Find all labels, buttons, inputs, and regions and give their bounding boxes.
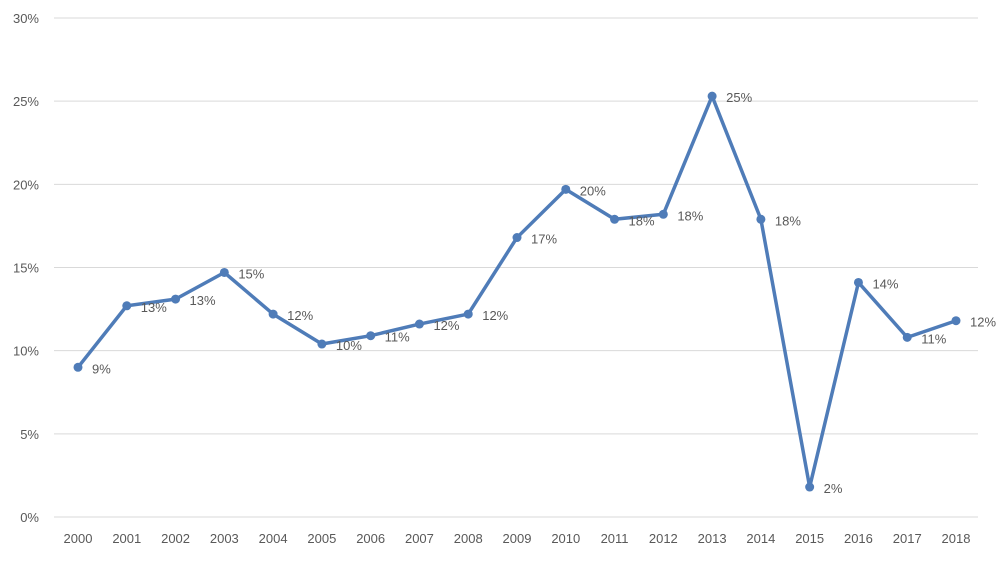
data-label: 18% (677, 208, 703, 223)
data-label: 12% (482, 308, 508, 323)
data-point (171, 294, 181, 304)
x-tick-label: 2012 (649, 531, 678, 546)
data-point (707, 91, 717, 101)
data-point (610, 214, 620, 224)
data-point (512, 233, 522, 243)
data-point (414, 319, 424, 329)
data-label: 13% (190, 293, 216, 308)
x-tick-label: 2002 (161, 531, 190, 546)
y-tick-label: 20% (13, 177, 39, 192)
y-axis-tick-labels: 0% 5% 10% 15% 20% 25% 30% (13, 11, 39, 525)
data-label: 17% (531, 232, 557, 247)
data-point (902, 332, 912, 342)
y-tick-label: 0% (20, 510, 39, 525)
x-tick-label: 2013 (698, 531, 727, 546)
data-label: 9% (92, 361, 111, 376)
data-point (122, 301, 132, 311)
data-label: 2% (824, 481, 843, 496)
data-labels: 9% 13% 13% 15% 12% 10% 11% 12% 12% 17% 20% 18% 18% 25… (92, 90, 996, 496)
series-line (76, 94, 958, 489)
x-tick-label: 2018 (942, 531, 971, 546)
data-label: 18% (629, 213, 655, 228)
x-tick-label: 2001 (112, 531, 141, 546)
data-label: 12% (970, 315, 996, 330)
data-label: 12% (433, 318, 459, 333)
data-label: 25% (726, 90, 752, 105)
data-label: 20% (580, 183, 606, 198)
series-points (73, 91, 961, 492)
data-label: 11% (921, 331, 946, 346)
data-label: 10% (336, 338, 362, 353)
data-point (756, 214, 766, 224)
data-point (951, 316, 961, 326)
data-label: 14% (872, 276, 898, 291)
x-tick-label: 2004 (259, 531, 288, 546)
x-tick-label: 2005 (307, 531, 336, 546)
data-point (561, 184, 571, 194)
y-tick-label: 25% (13, 94, 39, 109)
data-point (658, 209, 668, 219)
data-point (268, 309, 278, 319)
x-tick-label: 2009 (503, 531, 532, 546)
x-tick-label: 2017 (893, 531, 922, 546)
y-tick-label: 5% (20, 427, 39, 442)
x-tick-label: 2016 (844, 531, 873, 546)
data-label: 11% (385, 330, 410, 345)
x-axis-tick-labels: 2000 2001 2002 2003 2004 2005 2006 2007 2008 2009… (64, 531, 971, 546)
data-label: 18% (775, 213, 801, 228)
x-tick-label: 2010 (551, 531, 580, 546)
x-tick-label: 2015 (795, 531, 824, 546)
y-tick-label: 10% (13, 344, 39, 359)
y-tick-label: 15% (13, 261, 39, 276)
data-label: 12% (287, 308, 313, 323)
x-tick-label: 2006 (356, 531, 385, 546)
gridlines (54, 17, 978, 518)
data-point (805, 482, 815, 492)
data-point (853, 277, 863, 287)
data-label: 13% (141, 300, 167, 315)
data-point (463, 309, 473, 319)
data-point (73, 362, 83, 372)
x-tick-label: 2003 (210, 531, 239, 546)
data-point (366, 331, 376, 341)
data-point (317, 339, 327, 349)
x-tick-label: 2008 (454, 531, 483, 546)
x-tick-label: 2007 (405, 531, 434, 546)
y-tick-label: 30% (13, 11, 39, 26)
x-tick-label: 2000 (64, 531, 93, 546)
series-line-path (76, 94, 958, 489)
x-tick-label: 2014 (746, 531, 775, 546)
x-tick-label: 2011 (601, 531, 629, 546)
data-point (219, 267, 229, 277)
data-label: 15% (238, 266, 264, 281)
